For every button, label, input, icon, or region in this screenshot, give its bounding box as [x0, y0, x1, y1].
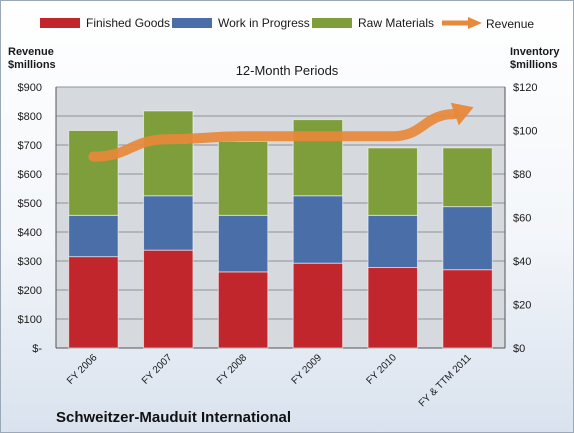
- chart-title: 12-Month Periods: [235, 63, 339, 78]
- category-label: FY 2007: [140, 352, 175, 387]
- legend: Finished Goods Work in Progress Raw Mate…: [0, 16, 574, 34]
- category-label: FY 2008: [215, 352, 250, 387]
- bar-raw-materials: [143, 110, 194, 197]
- category-label: FY 2010: [364, 352, 399, 387]
- legend-swatch-finished-goods: [40, 18, 80, 28]
- bar-raw-materials: [367, 147, 418, 216]
- left-tick-label: $600: [18, 169, 42, 181]
- bar-finished-goods: [292, 262, 344, 349]
- right-tick-label: $20: [513, 300, 531, 312]
- legend-label: Work in Progress: [218, 16, 310, 30]
- left-tick-label: $200: [18, 285, 42, 297]
- right-tick-label: $120: [513, 82, 537, 94]
- bar-finished-goods: [442, 269, 493, 349]
- revenue-arrowhead: [450, 102, 474, 126]
- left-tick-label: $900: [18, 82, 42, 94]
- legend-swatch-raw-materials: [312, 18, 352, 28]
- legend-item-raw-materials: Raw Materials: [312, 16, 434, 30]
- left-tick-label: $500: [18, 198, 42, 210]
- bar-finished-goods: [143, 249, 194, 349]
- right-tick-label: $40: [513, 256, 531, 268]
- left-tick-label: $100: [18, 314, 42, 326]
- left-axis-title-line1: Revenue: [8, 46, 54, 58]
- legend-label: Finished Goods: [86, 16, 171, 30]
- bar-work-in-progress: [68, 214, 119, 258]
- legend-arrow-icon: [442, 17, 482, 29]
- bar-work-in-progress: [217, 214, 269, 273]
- left-axis-title: Revenue $millions: [8, 46, 56, 72]
- left-tick-label: $400: [18, 227, 42, 239]
- right-tick-label: $80: [513, 169, 531, 181]
- category-label: FY 2006: [65, 352, 100, 387]
- left-tick-label: $300: [18, 256, 42, 268]
- bar-work-in-progress: [143, 195, 194, 251]
- bar-work-in-progress: [442, 206, 493, 271]
- left-tick-label: $700: [18, 140, 42, 152]
- bar-raw-materials: [442, 147, 493, 208]
- revenue-line: [88, 109, 460, 162]
- right-tick-label: $60: [513, 213, 531, 225]
- bar-raw-materials: [292, 119, 344, 197]
- bar-finished-goods: [367, 267, 418, 349]
- left-axis-title-line2: $millions: [8, 59, 56, 71]
- legend-item-finished-goods: Finished Goods: [40, 16, 170, 30]
- plot-background: [56, 87, 505, 348]
- category-label: FY 2009: [290, 352, 325, 387]
- bar-raw-materials: [217, 140, 269, 216]
- legend-label: Raw Materials: [358, 16, 435, 30]
- left-tick-label: $-: [32, 343, 42, 355]
- legend-item-revenue: Revenue: [440, 16, 534, 31]
- bar-finished-goods: [68, 256, 119, 349]
- right-tick-label: $0: [513, 343, 525, 355]
- bar-work-in-progress: [292, 195, 344, 264]
- right-tick-label: $100: [513, 126, 537, 138]
- right-axis-title-line1: Inventory: [510, 46, 560, 58]
- category-label: FY & TTM 2011: [417, 352, 474, 409]
- company-name: Schweitzer-Mauduit International: [56, 409, 292, 426]
- legend-swatch-work-in-progress: [172, 18, 212, 28]
- bar-finished-goods: [217, 271, 269, 349]
- left-tick-label: $800: [18, 111, 42, 123]
- right-axis-title: Inventory $millions: [510, 46, 560, 72]
- bar-raw-materials: [68, 130, 119, 216]
- legend-label: Revenue: [486, 17, 535, 31]
- bar-work-in-progress: [367, 214, 418, 269]
- right-axis-title-line2: $millions: [510, 59, 558, 71]
- legend-item-work-in-progress: Work in Progress: [172, 16, 310, 30]
